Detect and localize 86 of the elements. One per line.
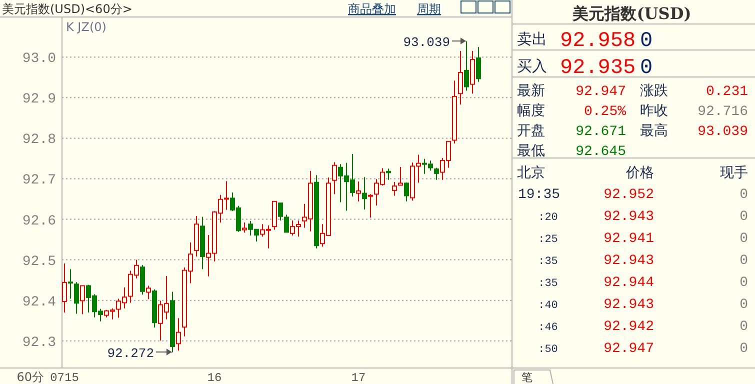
text: 0 (740, 297, 748, 313)
x-tick-label: 16 (207, 371, 222, 384)
text: :50 (538, 344, 558, 356)
text: 92.944 (604, 275, 654, 291)
candlestick (146, 285, 151, 300)
text: :35 (538, 256, 558, 268)
text: 0.25% (584, 104, 627, 120)
text: 0 (740, 275, 748, 291)
text: 0 (740, 253, 748, 269)
y-tick-label: 93.0 (22, 51, 56, 68)
text: 92.671 (576, 124, 626, 140)
text: 价格 (625, 165, 654, 181)
text: 0.231 (706, 84, 748, 100)
text: 93.039 (698, 124, 748, 140)
annotation: K JZ(0) (66, 20, 106, 34)
y-tick-label: 92.5 (22, 254, 56, 270)
annotation: 93.039 (403, 35, 450, 50)
text: 92.958 (560, 30, 636, 53)
text: 0 (640, 30, 653, 53)
candlestick (362, 176, 367, 210)
text: 昨收 (640, 103, 668, 119)
text: 92.952 (604, 187, 654, 203)
y-tick-label: 92.6 (22, 213, 56, 230)
candlestick (80, 285, 85, 315)
y-tick-label: 92.7 (22, 172, 56, 189)
candlestick (386, 168, 391, 180)
candlestick (242, 222, 247, 234)
text: 北京 (517, 165, 545, 181)
text: 美元指数(USD) (572, 4, 692, 23)
y-tick-label: 92.4 (22, 294, 56, 310)
y-tick-label: 92.9 (22, 92, 56, 108)
text: 0 (740, 231, 748, 247)
candlestick (176, 318, 181, 352)
text: 92.935 (560, 57, 636, 80)
text: :40 (538, 300, 558, 312)
text: :25 (538, 234, 558, 246)
candlestick (392, 181, 397, 196)
annotation: 92.272 (107, 346, 154, 361)
text: :20 (538, 212, 558, 224)
x-tick-label: 17 (351, 371, 366, 384)
text: 买入 (517, 57, 547, 75)
text: 0 (740, 341, 748, 357)
candlestick (398, 166, 403, 186)
candlestick (74, 282, 79, 314)
text: 卖出 (517, 30, 547, 48)
candlestick (332, 162, 337, 195)
candlestick (62, 262, 67, 313)
candlestick (356, 181, 361, 202)
text: 60分 (16, 370, 44, 384)
text: 0 (740, 187, 748, 203)
text: 92.941 (604, 231, 654, 247)
candlestick (434, 167, 439, 180)
candlestick (458, 50, 463, 106)
text: 最高 (640, 123, 668, 139)
text: 0 (640, 57, 653, 80)
chart-title: 美元指数(USD)<60分> (2, 2, 132, 16)
candlestick (368, 194, 373, 218)
y-tick-label: 92.3 (22, 334, 56, 351)
text: 开盘 (517, 123, 545, 139)
x-tick-label: 0715 (50, 371, 79, 384)
text: 92.943 (604, 209, 654, 225)
candlestick (68, 268, 73, 300)
text: 现手 (720, 165, 748, 181)
y-tick-label: 92.8 (22, 132, 56, 148)
text: 0 (740, 209, 748, 225)
text: 笔 (522, 371, 532, 384)
text: 幅度 (517, 103, 545, 119)
text: 92.947 (604, 341, 654, 357)
text: 商品叠加 (348, 2, 396, 16)
candlestick (404, 182, 409, 202)
text: 92.947 (576, 84, 626, 100)
text: 92.943 (604, 253, 654, 269)
text: :35 (538, 278, 558, 290)
text: 19:35 (518, 187, 560, 203)
text: 92.942 (604, 319, 654, 335)
text: 92.716 (698, 104, 748, 120)
text: :46 (538, 322, 558, 334)
text: 周期 (417, 2, 441, 16)
text: 0 (740, 319, 748, 335)
candlestick (464, 40, 469, 92)
text: 涨跌 (640, 83, 668, 99)
text: 最新 (517, 83, 545, 99)
candlestick (476, 46, 481, 82)
text: 92.943 (604, 297, 654, 313)
text: 92.645 (576, 144, 626, 160)
text: 最低 (517, 143, 545, 159)
